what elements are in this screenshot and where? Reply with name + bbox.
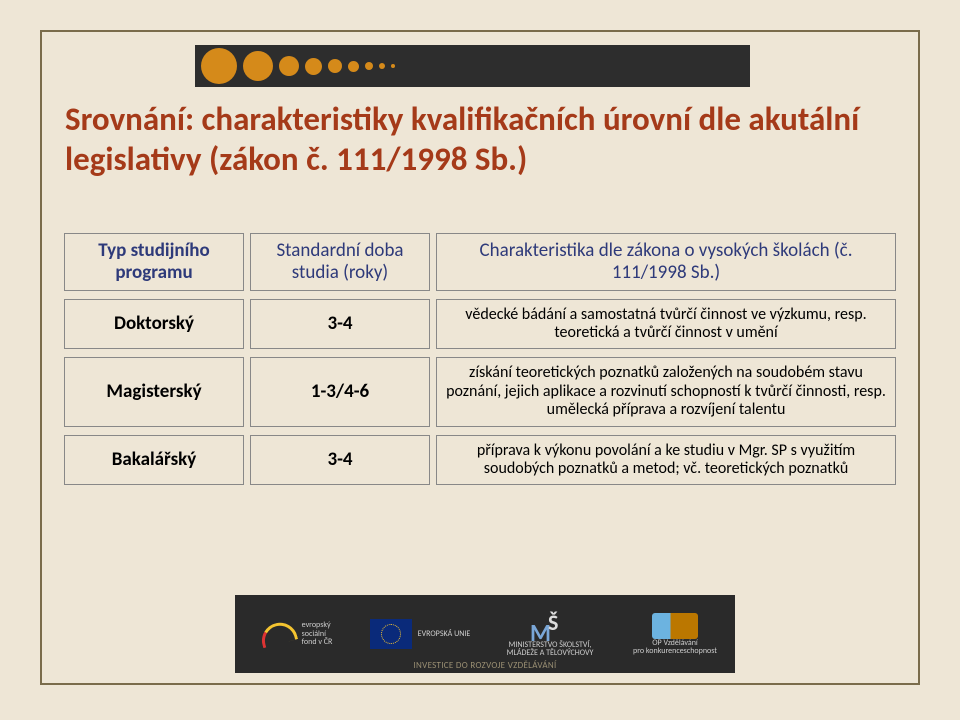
dot-icon [365,62,373,70]
page-title: Srovnání: charakteristiky kvalifikačních… [65,100,895,179]
dot-icon [379,63,385,69]
cell-program: Magisterský [64,357,244,426]
cell-years: 1-3/4-6 [250,357,430,426]
op-icon [652,613,698,639]
table-header-row: Typ studijního programu Standardní doba … [64,233,896,291]
dot-icon [279,56,299,76]
cell-program: Bakalářský [64,435,244,486]
op-logo-block: OP Vzdělávání pro konkurenceschopnost [615,595,735,673]
footer-caption: INVESTICE DO ROZVOJE VZDĚLÁVÁNÍ [413,660,556,671]
decorative-dot-band [195,45,750,87]
dot-icon [201,48,237,84]
table-row: Magisterský 1-3/4-6 získání teoretických… [64,357,896,426]
cell-years: 3-4 [250,435,430,486]
eu-flag-icon [370,619,412,649]
col-header-program: Typ studijního programu [64,233,244,291]
esf-label-line: fond v ČR [302,638,333,646]
col-header-characteristic: Charakteristika dle zákona o vysokých šk… [436,233,896,291]
esf-icon [258,615,296,653]
cell-desc: získání teoretických poznatků založených… [436,357,896,426]
dot-icon [243,51,273,81]
cell-program: Doktorský [64,299,244,350]
table-row: Bakalářský 3-4 příprava k výkonu povolán… [64,435,896,486]
op-label-line: pro konkurenceschopnost [633,647,717,655]
dot-icon [391,64,395,68]
funding-logos-band: evropský sociální fond v ČR EVROPSKÁ UNI… [235,595,735,673]
cell-desc: příprava k výkonu povolání a ke studiu v… [436,435,896,486]
msmt-label-line: MLÁDEŽE A TĚLOVÝCHOVY [507,649,594,657]
cell-desc: vědecké bádání a samostatná tvůrčí činno… [436,299,896,350]
eu-label: EVROPSKÁ UNIE [418,630,471,638]
esf-logo-block: evropský sociální fond v ČR [235,595,355,673]
col-header-years: Standardní doba studia (roky) [250,233,430,291]
dot-icon [328,59,342,73]
msmt-icon: MŠ [530,611,570,641]
cell-years: 3-4 [250,299,430,350]
table-row: Doktorský 3-4 vědecké bádání a samostatn… [64,299,896,350]
dot-icon [305,58,322,75]
dot-icon [348,61,359,72]
comparison-table: Typ studijního programu Standardní doba … [58,225,902,493]
